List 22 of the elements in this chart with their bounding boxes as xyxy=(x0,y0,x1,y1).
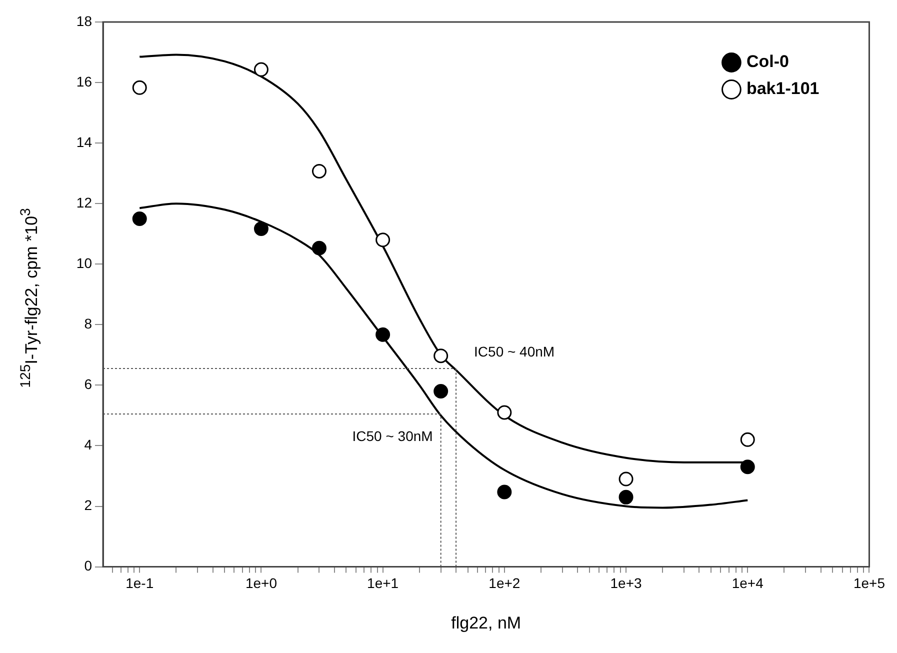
x-tick-label: 1e+4 xyxy=(732,575,764,592)
y-tick-label: 8 xyxy=(84,316,92,332)
x-axis-title: flg22, nM xyxy=(451,613,522,632)
x-tick-label: 1e-1 xyxy=(126,575,154,592)
x-tick-label: 1e+3 xyxy=(610,575,642,592)
x-tick-label: 1e+2 xyxy=(488,575,520,592)
y-tick-label: 6 xyxy=(84,376,92,392)
y-tick-label: 14 xyxy=(76,134,92,150)
y-tick-label: 16 xyxy=(76,73,92,90)
y-tick-label: 10 xyxy=(76,254,92,271)
legend-label: bak1-101 xyxy=(746,79,820,98)
y-tick-label: 0 xyxy=(84,558,92,574)
annotation: IC50 ~ 40nM xyxy=(474,344,555,360)
y-tick-label: 12 xyxy=(76,194,92,210)
x-tick-label: 1e+5 xyxy=(853,575,886,592)
legend-label: Col-0 xyxy=(746,52,789,72)
y-tick-label: 4 xyxy=(84,436,92,453)
y-tick-label: 18 xyxy=(76,12,92,29)
y-tick-label: 2 xyxy=(84,497,92,514)
x-tick-label: 1e+1 xyxy=(367,575,399,592)
x-tick-label: 1e+0 xyxy=(245,575,278,592)
annotation: IC50 ~ 30nM xyxy=(352,428,433,444)
